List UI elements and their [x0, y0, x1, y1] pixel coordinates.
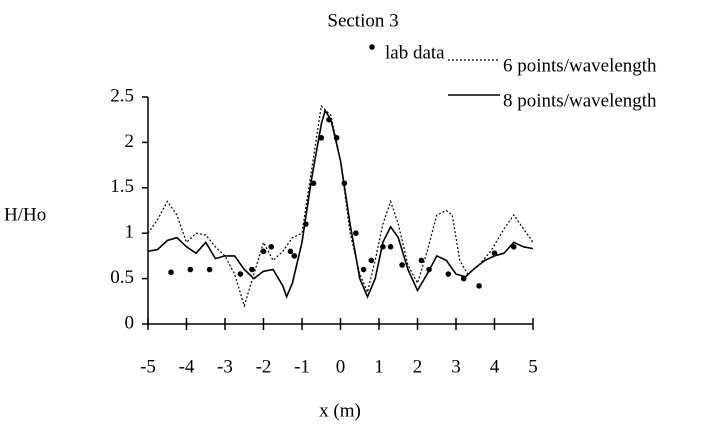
x-tick-label: -3: [217, 356, 233, 377]
data-point: [268, 244, 275, 250]
data-point: [399, 262, 405, 268]
data-point: [249, 266, 255, 273]
data-point: [491, 250, 498, 256]
x-tick-label: 5: [528, 356, 538, 377]
legend-marker: [369, 44, 375, 50]
y-tick-label: 1: [125, 222, 135, 243]
data-point: [287, 248, 294, 255]
data-point: [418, 257, 425, 264]
x-tick-label: -4: [179, 356, 195, 377]
x-tick-label: -1: [294, 356, 310, 377]
y-axis-label: H/Ho: [4, 204, 46, 225]
legend-label: lab data: [385, 42, 445, 63]
y-tick-label: 1.5: [110, 176, 134, 197]
data-point: [353, 230, 359, 236]
series-line: [147, 108, 534, 300]
legend-label: 6 points/wavelength: [503, 55, 657, 76]
y-tick-label: 2.5: [110, 85, 134, 106]
data-point: [368, 257, 375, 264]
x-tick-label: 1: [374, 356, 384, 377]
data-point: [310, 180, 317, 187]
data-point: [187, 266, 194, 273]
x-tick-label: -5: [140, 356, 156, 377]
x-tick-label: 4: [490, 356, 500, 377]
data-point: [510, 244, 517, 250]
data-point: [206, 266, 213, 273]
x-tick-label: -2: [256, 356, 272, 377]
data-point: [260, 248, 267, 255]
x-tick-label: 2: [413, 356, 423, 377]
data-point: [360, 266, 367, 273]
y-tick-label: 0.5: [110, 267, 134, 288]
y-tick-label: 2: [125, 131, 135, 152]
data-point: [291, 253, 298, 259]
data-point: [237, 271, 244, 277]
legend-label: 8 points/wavelength: [503, 90, 657, 111]
chart-title: Section 3: [327, 10, 398, 31]
data-point: [168, 269, 174, 276]
x-tick-label: 0: [336, 356, 346, 377]
data-point: [476, 283, 482, 289]
x-tick-label: 3: [451, 356, 461, 377]
x-axis-label: x (m): [319, 400, 361, 421]
data-point: [387, 244, 394, 250]
series-line: [147, 104, 534, 308]
y-tick-label: 0: [125, 312, 135, 333]
data-point: [445, 271, 452, 277]
